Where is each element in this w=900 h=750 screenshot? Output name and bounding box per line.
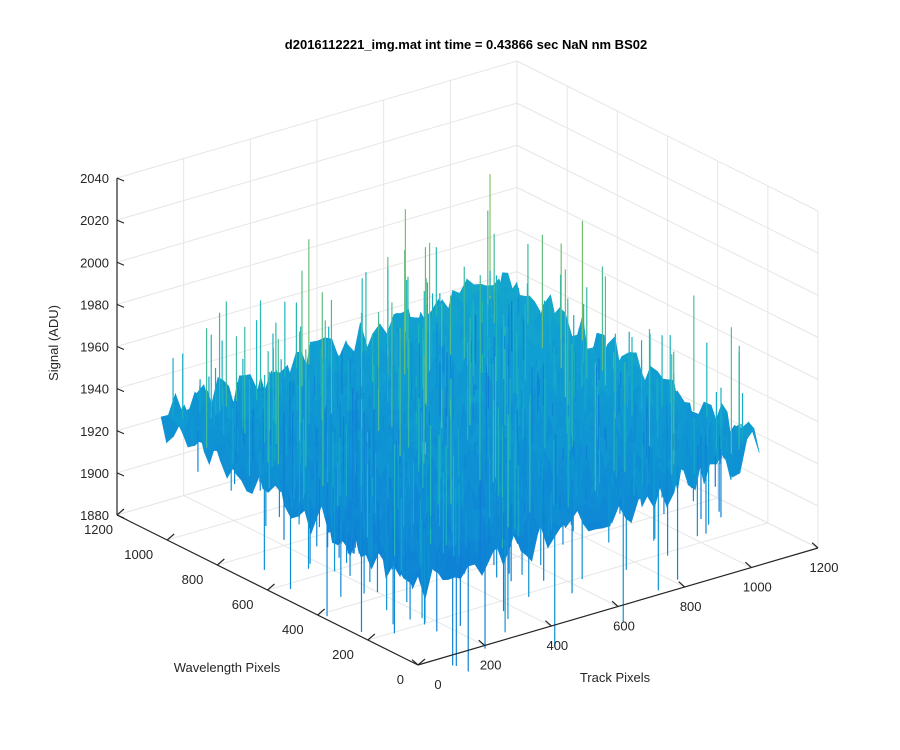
y-axis-label: Wavelength Pixels — [174, 660, 281, 675]
y-tick-mark — [267, 583, 275, 591]
grid-line — [116, 60, 518, 179]
z-axis-label: Signal (ADU) — [46, 305, 61, 381]
z-tick-label: 1940 — [80, 382, 109, 397]
z-tick-mark — [116, 177, 125, 182]
z-tick-mark — [116, 261, 125, 266]
grid-line — [116, 144, 518, 263]
grid-line — [367, 522, 768, 641]
x-tick-label: 600 — [613, 619, 635, 634]
y-tick-label: 600 — [232, 597, 254, 612]
z-tick-label: 1980 — [80, 297, 109, 312]
z-tick-mark — [116, 303, 125, 308]
grid-line — [516, 271, 819, 423]
tick-labels: 0 200 400 600 800 1000 1200 0 200 400 600 800 1000 12… — [80, 171, 838, 692]
y-tick-label: 1200 — [84, 522, 113, 537]
y-tick-mark — [116, 508, 125, 516]
y-tick-label: 200 — [332, 647, 354, 662]
x-tick-label: 1200 — [810, 560, 839, 575]
z-tick-label: 1900 — [80, 466, 109, 481]
x-axis-label: Track Pixels — [580, 670, 651, 685]
x-tick-label: 400 — [546, 638, 568, 653]
grid-line — [516, 102, 819, 254]
z-tick-mark — [116, 514, 125, 519]
x-tick-label: 1000 — [743, 580, 772, 595]
z-tick-mark — [116, 430, 125, 435]
x-tick-mark — [745, 561, 752, 568]
x-tick-mark — [478, 639, 486, 646]
y-tick-mark — [166, 533, 175, 541]
z-tick-label: 1880 — [80, 508, 109, 523]
y-tick-label: 0 — [397, 672, 404, 687]
grid-line — [116, 102, 518, 221]
grid-line — [516, 60, 819, 212]
y-tick-mark — [216, 558, 225, 566]
z-tick-label: 2000 — [80, 255, 109, 270]
y-tick-mark — [367, 633, 376, 641]
y-tick-mark — [417, 658, 426, 666]
grid-line — [516, 144, 819, 296]
z-tick-label: 1920 — [80, 424, 109, 439]
grid-line — [116, 229, 518, 347]
chart-title: d2016112221_img.mat int time = 0.43866 s… — [285, 37, 647, 52]
x-tick-mark — [811, 542, 819, 549]
grid-line — [116, 186, 518, 305]
z-tick-label: 1960 — [80, 340, 109, 355]
x-tick-mark — [545, 620, 552, 627]
y-tick-label: 1000 — [124, 547, 153, 562]
surface-mesh — [160, 174, 760, 672]
y-tick-mark — [317, 608, 326, 616]
z-tick-label: 2040 — [80, 171, 109, 186]
z-tick-label: 2020 — [80, 213, 109, 228]
z-tick-mark — [116, 219, 125, 224]
x-tick-mark — [611, 600, 619, 607]
x-tick-mark — [411, 659, 419, 666]
y-tick-label: 400 — [282, 622, 304, 637]
z-tick-mark — [116, 472, 125, 477]
y-tick-label: 800 — [182, 572, 204, 587]
axes — [116, 177, 819, 666]
grid-line — [116, 271, 518, 390]
grid-line — [516, 186, 819, 338]
z-tick-mark — [116, 345, 125, 351]
surface-patch — [412, 567, 426, 600]
x-tick-label: 200 — [480, 658, 502, 673]
grid-line — [516, 229, 819, 380]
x-tick-label: 800 — [680, 599, 702, 614]
x-tick-label: 0 — [434, 677, 441, 692]
z-tick-mark — [116, 388, 125, 393]
x-tick-mark — [678, 581, 686, 588]
grid-line — [317, 497, 718, 616]
